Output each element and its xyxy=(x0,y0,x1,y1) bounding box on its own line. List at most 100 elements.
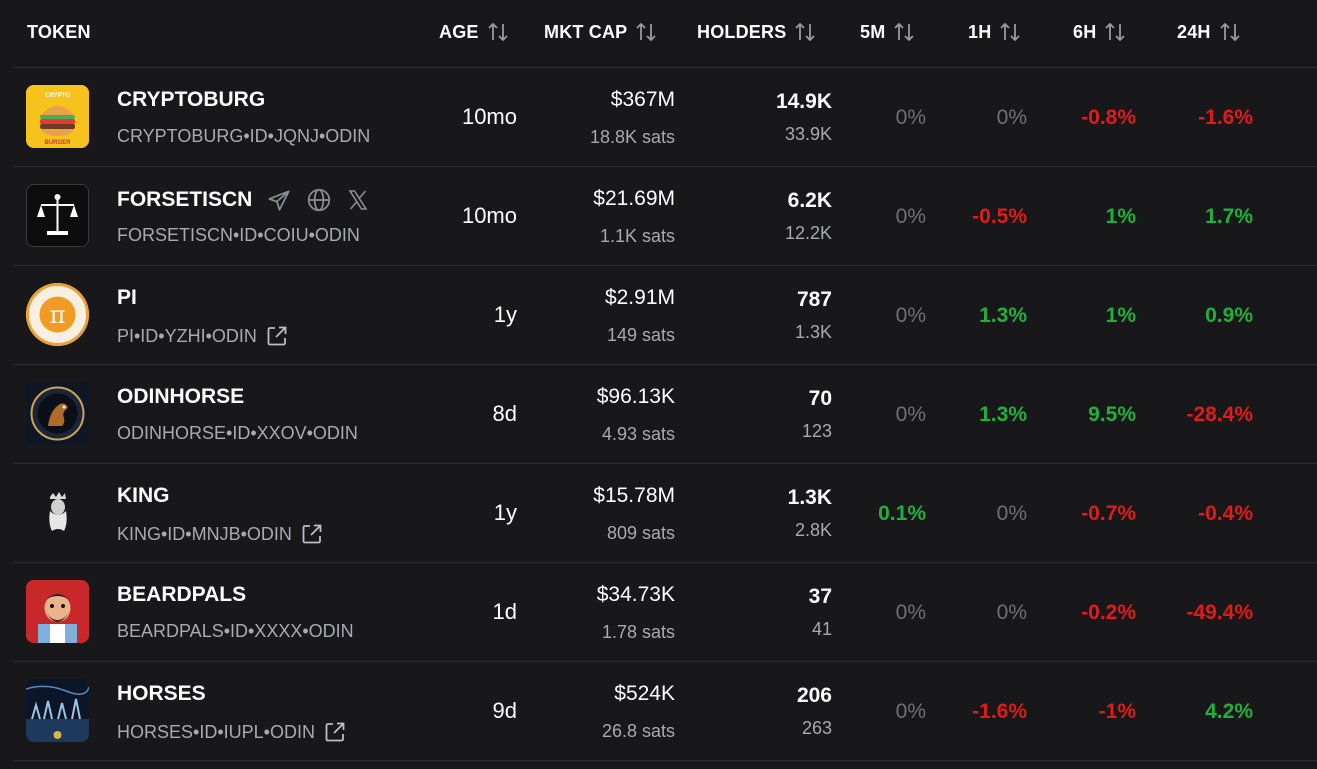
change-6h: -0.2% xyxy=(1081,601,1136,624)
header-holders[interactable]: HOLDERS xyxy=(697,20,816,44)
table-row[interactable]: π PI PI•ID•YZHI•ODIN 1y $2.91M 149 sats … xyxy=(13,265,1317,364)
ticker-text: FORSETISCN•ID•COIU•ODIN xyxy=(117,225,360,245)
sats-value: 149 sats xyxy=(606,325,675,345)
token-name[interactable]: PI xyxy=(117,286,137,310)
token-name[interactable]: ODINHORSE xyxy=(117,385,244,409)
table-row[interactable]: FORSETISCN FORSETISCN•ID•COIU•ODIN 10mo … xyxy=(13,166,1317,265)
horses-logo xyxy=(26,679,89,742)
token-name[interactable]: CRYPTOBURG xyxy=(117,88,265,112)
header-1h[interactable]: 1H xyxy=(968,20,1021,44)
token-name[interactable]: KING xyxy=(117,484,170,508)
token-name-text: BEARDPALS xyxy=(117,583,247,606)
token-ticker: PI•ID•YZHI•ODIN xyxy=(117,324,401,348)
table-row[interactable]: ODINHORSE ODINHORSE•ID•XXOV•ODIN 8d $96.… xyxy=(13,364,1317,463)
header-mkt-cap[interactable]: MKT CAP xyxy=(544,20,657,44)
header-1h-label: 1H xyxy=(968,21,992,42)
change-24h: 4.2% xyxy=(1205,700,1253,723)
change-5m: 0% xyxy=(895,700,926,723)
header-age-label: AGE xyxy=(439,21,479,42)
age-value: 9d xyxy=(492,698,517,723)
token-ticker: CRYPTOBURG•ID•JQNJ•ODIN xyxy=(117,126,401,147)
sats-value: 1.78 sats xyxy=(601,622,675,642)
sort-icon[interactable] xyxy=(794,21,816,43)
token-name[interactable]: HORSES xyxy=(117,682,206,706)
change-6h: 1% xyxy=(1105,304,1136,327)
change-24h: -1.6% xyxy=(1198,106,1253,129)
token-name[interactable]: FORSETISCN xyxy=(117,187,370,213)
external-link-icon[interactable] xyxy=(323,720,347,744)
age-value: 1y xyxy=(493,302,517,327)
change-5m: 0.1% xyxy=(878,502,926,525)
age-value: 1y xyxy=(493,500,517,525)
header-token-label: TOKEN xyxy=(27,21,91,42)
mkt-cap-value: $15.78M xyxy=(593,484,675,507)
social-links xyxy=(266,187,370,213)
change-6h: -0.7% xyxy=(1081,502,1136,525)
globe-icon[interactable] xyxy=(306,187,332,213)
holders-value: 787 xyxy=(796,288,832,311)
holders-value: 206 xyxy=(796,684,832,707)
token-name-text: KING xyxy=(117,484,170,507)
change-6h: -1% xyxy=(1098,700,1136,723)
header-mkt-cap-label: MKT CAP xyxy=(544,21,628,42)
beardpals-logo xyxy=(26,580,89,643)
table-header: TOKEN AGE MKT CAP HOLDERS 5M xyxy=(0,0,1317,67)
external-link-icon[interactable] xyxy=(265,324,289,348)
header-age[interactable]: AGE xyxy=(439,20,509,44)
header-holders-label: HOLDERS xyxy=(697,21,787,42)
change-1h: -1.6% xyxy=(972,700,1027,723)
x-icon[interactable] xyxy=(346,188,370,212)
header-token: TOKEN xyxy=(27,20,91,44)
logo-text-top: CRYPTO xyxy=(45,93,70,99)
sort-icon[interactable] xyxy=(999,21,1021,43)
header-5m[interactable]: 5M xyxy=(860,20,915,44)
token-name-text: HORSES xyxy=(117,682,206,705)
sats-value: 18.8K sats xyxy=(589,127,675,147)
token-name-text: ODINHORSE xyxy=(117,385,245,408)
change-5m: 0% xyxy=(895,403,926,426)
pi-logo: π xyxy=(26,283,89,346)
table-row[interactable]: KING KING•ID•MNJB•ODIN 1y $15.78M 809 sa… xyxy=(13,463,1317,562)
holders-sub-value: 123 xyxy=(801,421,832,441)
sort-icon[interactable] xyxy=(893,21,915,43)
holders-value: 6.2K xyxy=(787,189,832,212)
mkt-cap-value: $34.73K xyxy=(596,583,675,606)
age-value: 1d xyxy=(492,599,517,624)
header-5m-label: 5M xyxy=(860,21,886,42)
ticker-text: PI•ID•YZHI•ODIN xyxy=(117,325,257,346)
table-row[interactable]: HORSES HORSES•ID•IUPL•ODIN 9d $524K 26.8… xyxy=(13,661,1317,761)
sort-icon[interactable] xyxy=(487,21,509,43)
header-6h[interactable]: 6H xyxy=(1073,20,1126,44)
header-24h-label: 24H xyxy=(1177,21,1211,42)
mkt-cap-value: $367M xyxy=(610,88,675,111)
cryptoburg-logo: CRYPTO BURGER xyxy=(26,85,89,148)
sort-icon[interactable] xyxy=(1104,21,1126,43)
age-value: 10mo xyxy=(461,203,517,228)
mkt-cap-value: $21.69M xyxy=(593,187,675,210)
holders-sub-value: 41 xyxy=(811,619,832,639)
token-ticker: FORSETISCN•ID•COIU•ODIN xyxy=(117,225,401,246)
token-name[interactable]: BEARDPALS xyxy=(117,583,246,607)
holders-sub-value: 12.2K xyxy=(784,223,832,243)
ticker-text: CRYPTOBURG•ID•JQNJ•ODIN xyxy=(117,126,371,146)
odinhorse-logo xyxy=(26,382,89,445)
telegram-icon[interactable] xyxy=(266,187,292,213)
sort-icon[interactable] xyxy=(1219,21,1241,43)
table-row[interactable]: BEARDPALS BEARDPALS•ID•XXXX•ODIN 1d $34.… xyxy=(13,562,1317,661)
sats-value: 4.93 sats xyxy=(601,424,675,444)
sort-icon[interactable] xyxy=(635,21,657,43)
external-link-icon[interactable] xyxy=(300,522,324,546)
ticker-text: BEARDPALS•ID•XXXX•ODIN xyxy=(117,621,354,641)
token-name-text: CRYPTOBURG xyxy=(117,88,266,111)
change-5m: 0% xyxy=(895,106,926,129)
change-24h: -0.4% xyxy=(1198,502,1253,525)
change-1h: 0% xyxy=(996,601,1027,624)
token-ticker: ODINHORSE•ID•XXOV•ODIN xyxy=(117,423,401,444)
ticker-text: HORSES•ID•IUPL•ODIN xyxy=(117,721,315,742)
header-24h[interactable]: 24H xyxy=(1177,20,1241,44)
sats-value: 1.1K sats xyxy=(599,226,675,246)
token-name-text: PI xyxy=(117,286,137,309)
table-row[interactable]: CRYPTO BURGER CRYPTOBURG CRYPTOBURG•ID•J… xyxy=(13,67,1317,166)
holders-value: 1.3K xyxy=(787,486,832,509)
logo-text: π xyxy=(50,301,66,329)
